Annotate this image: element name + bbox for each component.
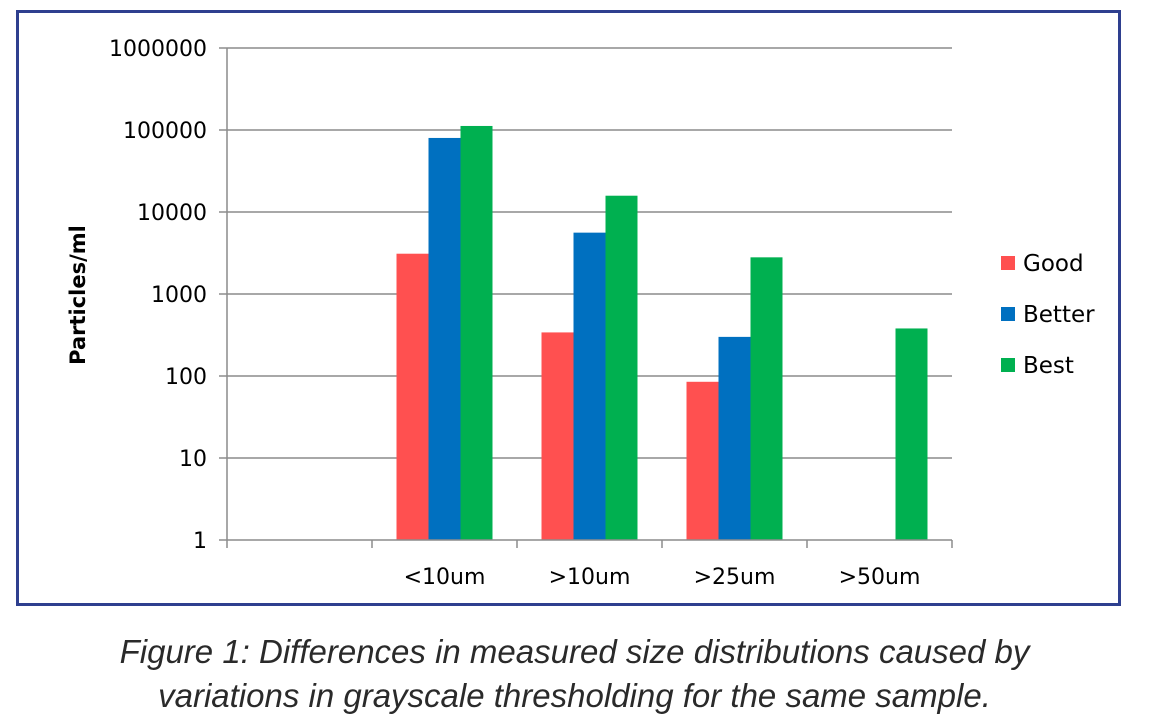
bar-best [750, 257, 783, 540]
bar-good [541, 332, 574, 540]
x-tick-label: >25um [694, 565, 776, 590]
legend-label-better: Better [1023, 302, 1095, 328]
bar-better [573, 232, 606, 541]
bar-chart: 1 10 100 1000 10000 100000 1000000 <10um >10um >… [66, 37, 1095, 590]
bar-better [428, 137, 461, 540]
x-tick-label: >10um [549, 565, 631, 590]
y-tick-label: 1 [193, 529, 207, 554]
bar-best [460, 125, 493, 541]
chart-frame: 1 10 100 1000 10000 100000 1000000 <10um >10um >… [16, 10, 1121, 606]
bar-best [895, 328, 928, 540]
legend-label-good: Good [1023, 251, 1084, 277]
caption-line-1: Figure 1: Differences in measured size d… [119, 633, 1030, 670]
y-tick-label: 10000 [137, 201, 207, 226]
x-tick-labels: <10um >10um >25um >50um [404, 565, 921, 590]
bar-good [686, 381, 719, 540]
y-tick-label: 100000 [123, 119, 207, 144]
legend-label-best: Best [1023, 353, 1074, 379]
bar-best [605, 195, 638, 540]
y-tick-label: 1000000 [109, 37, 207, 62]
y-tick-labels: 1 10 100 1000 10000 100000 1000000 [109, 37, 207, 554]
legend-swatch-best [1001, 358, 1015, 372]
x-tick-label: <10um [404, 565, 486, 590]
legend-swatch-good [1001, 256, 1015, 270]
y-tick-label: 1000 [151, 283, 207, 308]
caption-line-2: variations in grayscale thresholding for… [158, 677, 991, 714]
y-tick-label: 10 [179, 447, 207, 472]
y-axis-label: Particles/ml [66, 225, 90, 365]
legend-swatch-better [1001, 307, 1015, 321]
axes [219, 47, 953, 548]
y-tick-label: 100 [165, 365, 207, 390]
bar-better [718, 336, 751, 540]
legend: Good Better Best [1001, 251, 1095, 379]
figure-caption: Figure 1: Differences in measured size d… [0, 630, 1149, 718]
bar-good [396, 253, 429, 540]
bars [396, 125, 928, 541]
x-tick-label: >50um [839, 565, 921, 590]
